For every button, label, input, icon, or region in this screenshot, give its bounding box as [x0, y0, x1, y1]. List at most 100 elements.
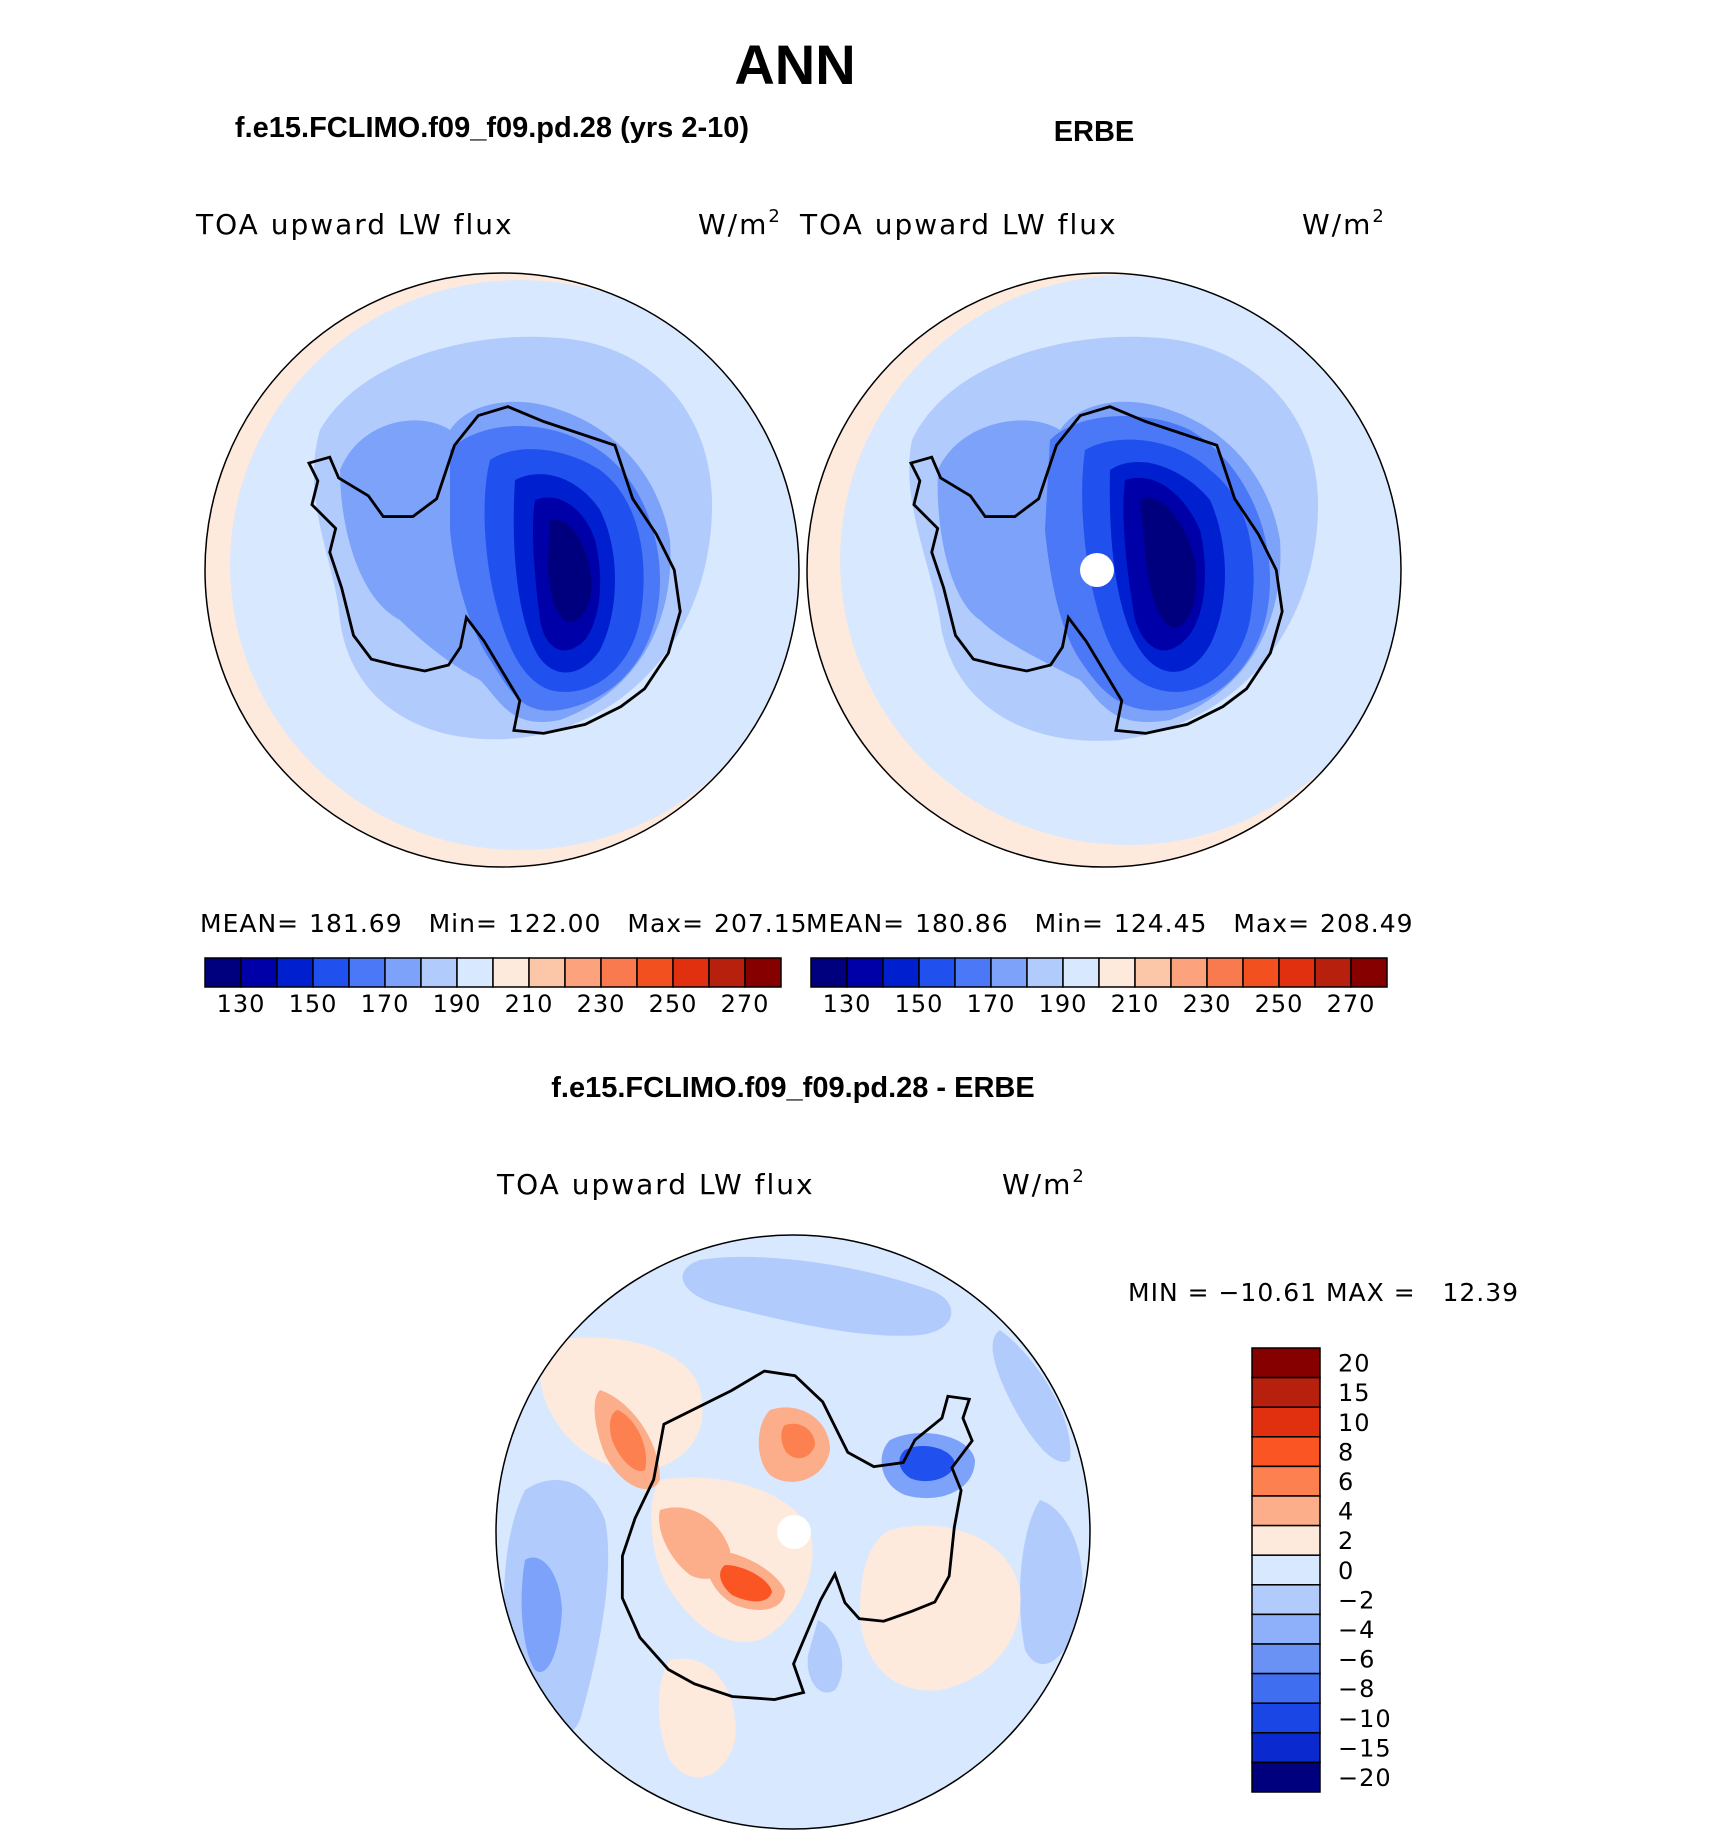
diff-positive-patch-11: [658, 1658, 736, 1778]
diff-colorbar-box: [1251, 1376, 1321, 1408]
diff-colorbar-tick-label: −4: [1338, 1616, 1375, 1644]
left-map-border: [204, 272, 800, 868]
right-colorbar-tick-label: 230: [1183, 990, 1232, 1018]
diff-negative-patch-5: [1020, 1500, 1083, 1665]
left-colorbar-box: [492, 957, 530, 988]
right-colorbar-box: [1098, 957, 1136, 988]
diff-colorbar-tick-label: 8: [1338, 1438, 1354, 1466]
diff-colorbar-tick-label: 20: [1338, 1350, 1371, 1378]
diff-colorbar-tick-label: 4: [1338, 1498, 1354, 1526]
right-colorbar-tick-label: 210: [1111, 990, 1160, 1018]
right-colorbar-box: [990, 957, 1028, 988]
diff-colorbar-box: [1251, 1465, 1321, 1497]
left-colorbar-box: [708, 957, 746, 988]
diff-variable-label: TOA upward LW flux: [496, 1168, 815, 1201]
diff-negative-patch-7: [899, 1445, 955, 1482]
right-stats: MEAN= 180.86 Min= 124.45 Max= 208.49: [806, 909, 1414, 938]
right-colorbar-box: [918, 957, 956, 988]
left-units-label: W/m2: [698, 206, 782, 241]
left-colorbar-box: [276, 957, 314, 988]
diff-colorbar-tick-label: −20: [1338, 1764, 1392, 1792]
diff-case-title: f.e15.FCLIMO.f09_f09.pd.28 - ERBE: [551, 1072, 1034, 1104]
diff-colorbar-box: [1251, 1436, 1321, 1468]
diff-colorbar-tick-label: 15: [1338, 1379, 1371, 1407]
diff-colorbar-tick-label: 0: [1338, 1557, 1354, 1585]
right-colorbar-box: [954, 957, 992, 988]
diff-colorbar-box: [1251, 1584, 1321, 1616]
diff-colorbar-box: [1251, 1347, 1321, 1379]
left-colorbar-box: [672, 957, 710, 988]
right-colorbar-tick-label: 250: [1255, 990, 1304, 1018]
right-colorbar-tick-label: 150: [895, 990, 944, 1018]
diff-colorbar-box: [1251, 1495, 1321, 1527]
left-stats: MEAN= 181.69 Min= 122.00 Max= 207.15: [200, 909, 808, 938]
left-colorbar-tick-label: 170: [361, 990, 410, 1018]
diff-colorbar-box: [1251, 1406, 1321, 1438]
right-colorbar-tick-label: 170: [967, 990, 1016, 1018]
left-variable-label: TOA upward LW flux: [195, 208, 514, 241]
left-colorbar-tick-label: 270: [721, 990, 770, 1018]
diff-positive-patch-9: [781, 1423, 815, 1459]
left-colorbar-box: [204, 957, 242, 988]
left-colorbar-tick-label: 150: [289, 990, 338, 1018]
diff-colorbar-box: [1251, 1702, 1321, 1734]
right-colorbar-box: [1350, 957, 1388, 988]
diff-map: [496, 1235, 1090, 1829]
diff-units-label: W/m2: [1002, 1166, 1086, 1201]
right-map: [807, 273, 1401, 867]
left-field-core: [548, 519, 592, 622]
right-colorbar-box: [1062, 957, 1100, 988]
right-colorbar-tick-label: 270: [1327, 990, 1376, 1018]
diff-colorbar-box: [1251, 1554, 1321, 1586]
diff-colorbar-box: [1251, 1761, 1321, 1793]
diff-colorbar-tick-label: 10: [1338, 1409, 1371, 1437]
left-map: [205, 273, 799, 867]
right-colorbar-box: [810, 957, 848, 988]
diff-negative-patch-1: [682, 1256, 952, 1336]
left-colorbar-box: [456, 957, 494, 988]
right-colorbar-box: [1278, 957, 1316, 988]
diff-map-border: [495, 1234, 1091, 1830]
right-pole-hole: [1080, 553, 1114, 587]
right-colorbar-tick-label: 130: [823, 990, 872, 1018]
right-colorbar-box: [1170, 957, 1208, 988]
left-colorbar-tick-label: 130: [217, 990, 266, 1018]
diff-negative-patch-8: [807, 1620, 843, 1693]
left-colorbar-box: [384, 957, 422, 988]
diff-colorbar-tick-label: 2: [1338, 1527, 1354, 1555]
diff-positive-patch-7: [720, 1565, 772, 1602]
right-colorbar-tick-label: 190: [1039, 990, 1088, 1018]
diff-colorbar-box: [1251, 1524, 1321, 1556]
right-colorbar-box: [1314, 957, 1352, 988]
right-case-title: ERBE: [1054, 116, 1135, 148]
right-colorbar-box: [846, 957, 884, 988]
left-colorbar-box: [564, 957, 602, 988]
left-colorbar-box: [420, 957, 458, 988]
diff-colorbar-tick-label: 6: [1338, 1468, 1354, 1496]
left-colorbar-tick-label: 190: [433, 990, 482, 1018]
diff-colorbar-tick-label: −8: [1338, 1675, 1375, 1703]
right-map-border: [806, 272, 1402, 868]
left-colorbar-box: [528, 957, 566, 988]
left-colorbar-box: [744, 957, 782, 988]
diff-colorbar-box: [1251, 1732, 1321, 1764]
diff-range-text: MIN = −10.61 MAX = 12.39: [1128, 1278, 1519, 1307]
diff-colorbar-tick-label: −10: [1338, 1705, 1392, 1733]
left-colorbar-tick-label: 250: [649, 990, 698, 1018]
right-colorbar-box: [1026, 957, 1064, 988]
diff-colorbar-box: [1251, 1613, 1321, 1645]
left-case-title: f.e15.FCLIMO.f09_f09.pd.28 (yrs 2-10): [235, 112, 749, 144]
diff-pole-hole: [777, 1515, 811, 1549]
right-variable-label: TOA upward LW flux: [799, 208, 1118, 241]
left-colorbar: 130 150 170 190 210 230 250 270: [204, 957, 782, 1018]
left-colorbar-box: [636, 957, 674, 988]
diff-colorbar-tick-label: −15: [1338, 1734, 1392, 1762]
left-colorbar-box: [600, 957, 638, 988]
left-colorbar-box: [348, 957, 386, 988]
right-colorbar-box: [882, 957, 920, 988]
right-colorbar-box: [1206, 957, 1244, 988]
right-colorbar-box: [1242, 957, 1280, 988]
right-colorbar: 130 150 170 190 210 230 250 270: [810, 957, 1388, 1018]
